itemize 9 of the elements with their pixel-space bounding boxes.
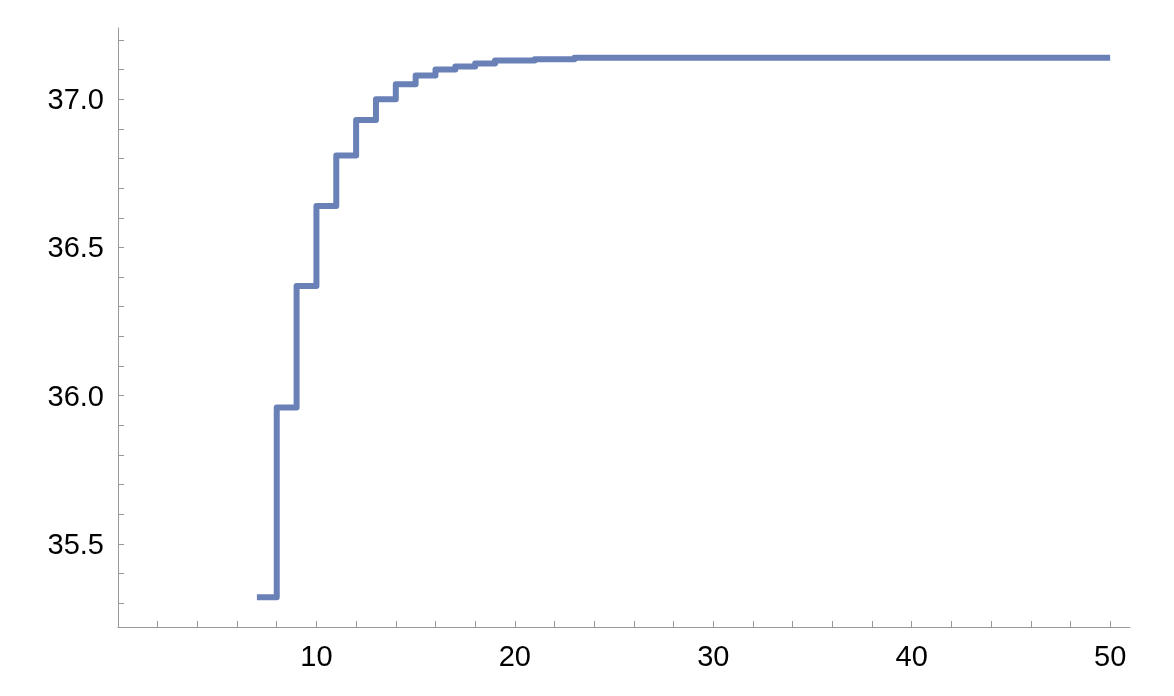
y-tick-label: 36.0 xyxy=(47,379,104,412)
x-tick-label: 30 xyxy=(697,639,730,672)
x-tick-label: 50 xyxy=(1094,639,1127,672)
x-tick-label: 10 xyxy=(300,639,333,672)
y-tick-label: 36.5 xyxy=(47,231,104,264)
x-tick-label: 40 xyxy=(895,639,928,672)
y-tick-label: 35.5 xyxy=(47,527,104,560)
x-tick-label: 20 xyxy=(498,639,531,672)
y-tick-label: 37.0 xyxy=(47,83,104,116)
